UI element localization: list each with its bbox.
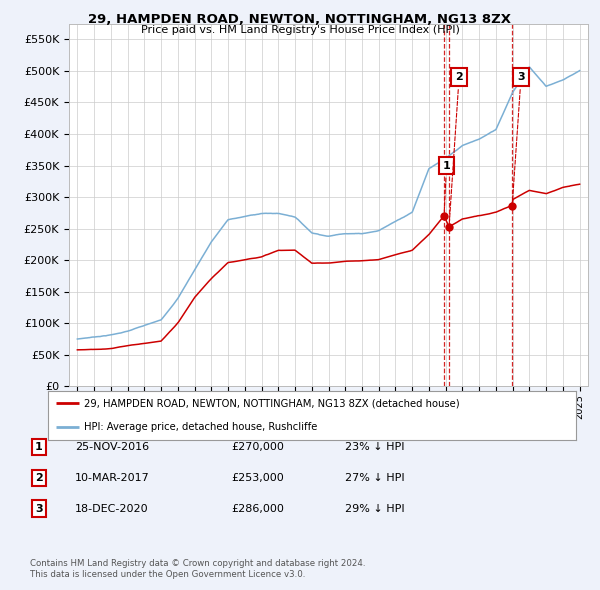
Text: 10-MAR-2017: 10-MAR-2017 <box>75 473 150 483</box>
Text: 2: 2 <box>35 473 43 483</box>
Text: Contains HM Land Registry data © Crown copyright and database right 2024.: Contains HM Land Registry data © Crown c… <box>30 559 365 568</box>
Text: 27% ↓ HPI: 27% ↓ HPI <box>345 473 404 483</box>
Text: £253,000: £253,000 <box>231 473 284 483</box>
Text: 29% ↓ HPI: 29% ↓ HPI <box>345 504 404 513</box>
Text: 23% ↓ HPI: 23% ↓ HPI <box>345 442 404 452</box>
Text: This data is licensed under the Open Government Licence v3.0.: This data is licensed under the Open Gov… <box>30 571 305 579</box>
Text: 25-NOV-2016: 25-NOV-2016 <box>75 442 149 452</box>
Text: £286,000: £286,000 <box>231 504 284 513</box>
Text: HPI: Average price, detached house, Rushcliffe: HPI: Average price, detached house, Rush… <box>84 422 317 432</box>
Text: 1: 1 <box>35 442 43 452</box>
Text: 29, HAMPDEN ROAD, NEWTON, NOTTINGHAM, NG13 8ZX: 29, HAMPDEN ROAD, NEWTON, NOTTINGHAM, NG… <box>89 13 511 26</box>
Text: 18-DEC-2020: 18-DEC-2020 <box>75 504 149 513</box>
Text: 2: 2 <box>449 72 463 224</box>
Text: £270,000: £270,000 <box>231 442 284 452</box>
Text: 29, HAMPDEN ROAD, NEWTON, NOTTINGHAM, NG13 8ZX (detached house): 29, HAMPDEN ROAD, NEWTON, NOTTINGHAM, NG… <box>84 398 460 408</box>
Text: 3: 3 <box>512 72 525 203</box>
Text: 3: 3 <box>35 504 43 513</box>
Text: 1: 1 <box>443 160 451 214</box>
Text: Price paid vs. HM Land Registry's House Price Index (HPI): Price paid vs. HM Land Registry's House … <box>140 25 460 35</box>
